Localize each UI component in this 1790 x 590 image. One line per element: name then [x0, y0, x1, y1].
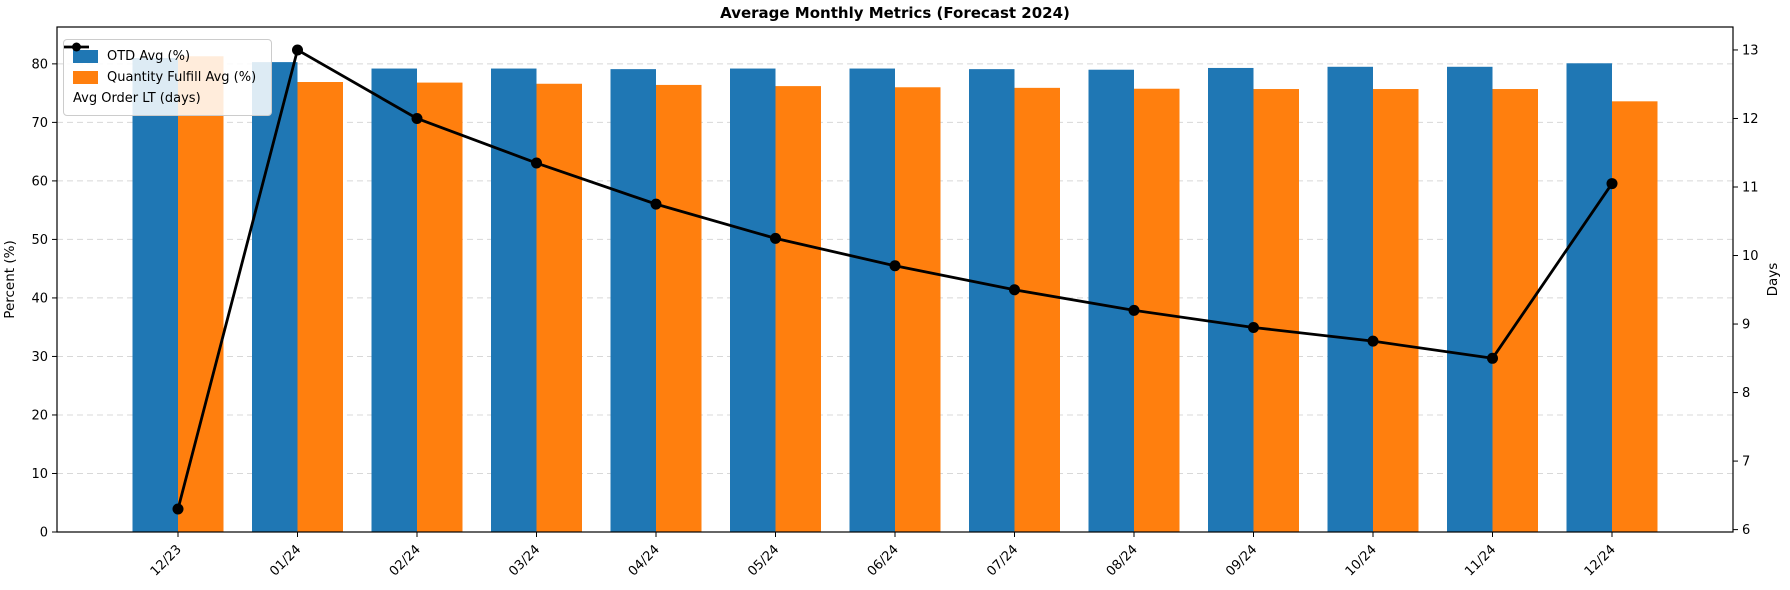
bar-otd-10/24	[1327, 66, 1373, 532]
x-tick-label-03/24: 03/24	[506, 542, 543, 579]
lt-point-02/24	[411, 112, 423, 124]
legend-label: Avg Order LT (days)	[73, 91, 201, 106]
x-tick-label-02/24: 02/24	[387, 542, 424, 579]
bar-qty-12/23	[178, 56, 224, 533]
lt-point-10/24	[1367, 335, 1379, 347]
x-tick-label-06/24: 06/24	[865, 542, 902, 579]
y-left-tick-label-40: 40	[31, 291, 48, 306]
lt-point-07/24	[1009, 284, 1020, 296]
lt-point-08/24	[1128, 304, 1140, 316]
bar-otd-09/24	[1208, 67, 1254, 532]
bar-otd-05/24	[730, 68, 776, 532]
y-right-axis-label: Days	[1765, 263, 1781, 297]
y-left-tick-label-10: 10	[31, 467, 48, 482]
x-tick-label-01/24: 01/24	[267, 542, 304, 579]
bar-qty-11/24	[1492, 89, 1538, 533]
x-tick-label-07/24: 07/24	[984, 542, 1021, 579]
bar-qty-05/24	[775, 86, 821, 533]
y-left-axis-label: Percent (%)	[2, 240, 18, 318]
bar-otd-04/24	[610, 69, 656, 533]
y-left-tick-label-80: 80	[31, 57, 48, 72]
x-tick-label-10/24: 10/24	[1343, 542, 1380, 579]
lt-point-12/24	[1606, 178, 1618, 190]
bar-otd-02/24	[371, 68, 417, 532]
x-tick-label-04/24: 04/24	[626, 542, 663, 579]
lt-point-01/24	[292, 44, 303, 56]
lt-point-03/24	[531, 157, 542, 169]
y-right-tick-label-7: 7	[1742, 455, 1750, 470]
bar-otd-08/24	[1088, 69, 1134, 533]
y-left-tick-label-70: 70	[31, 116, 48, 131]
bar-otd-06/24	[849, 68, 895, 532]
bar-qty-09/24	[1253, 89, 1299, 533]
x-tick-label-05/24: 05/24	[745, 542, 782, 579]
bar-qty-06/24	[895, 87, 941, 532]
lt-point-06/24	[889, 260, 901, 272]
lt-point-12/23	[172, 503, 184, 515]
y-left-tick-label-50: 50	[31, 233, 48, 248]
chart-legend: OTD Avg (%) Quantity Fulfill Avg (%) Avg O…	[63, 39, 272, 116]
bar-otd-12/23	[132, 58, 178, 532]
bar-qty-01/24	[297, 82, 343, 532]
lt-point-04/24	[650, 198, 662, 210]
legend-label: Quantity Fulfill Avg (%)	[107, 70, 257, 85]
bar-qty-07/24	[1014, 87, 1060, 532]
legend-swatch-icon	[73, 71, 98, 84]
y-left-tick-label-20: 20	[31, 408, 48, 423]
y-right-tick-label-12: 12	[1742, 112, 1759, 127]
legend-item-line: Avg Order LT (days)	[64, 42, 261, 109]
y-left-tick-label-30: 30	[31, 350, 48, 365]
y-right-tick-label-10: 10	[1742, 249, 1759, 264]
legend-item-bar0: OTD Avg (%)	[73, 46, 261, 67]
legend-swatch-icon	[73, 50, 98, 63]
y-right-tick-label-13: 13	[1742, 43, 1759, 58]
bar-qty-02/24	[417, 82, 463, 532]
bar-otd-07/24	[969, 69, 1015, 533]
chart-title: Average Monthly Metrics (Forecast 2024)	[720, 4, 1070, 22]
x-tick-label-12/23: 12/23	[148, 542, 185, 579]
y-left-tick-label-0: 0	[40, 526, 48, 541]
y-left-tick-label-60: 60	[31, 174, 48, 189]
bar-qty-04/24	[656, 84, 702, 532]
x-tick-label-09/24: 09/24	[1223, 542, 1260, 579]
bar-otd-11/24	[1447, 66, 1493, 532]
x-tick-label-12/24: 12/24	[1582, 542, 1619, 579]
legend-item-bar1: Quantity Fulfill Avg (%)	[73, 67, 261, 88]
y-right-tick-label-11: 11	[1742, 180, 1759, 195]
lt-point-11/24	[1487, 352, 1498, 364]
y-right-tick-label-9: 9	[1742, 318, 1750, 333]
bar-otd-12/24	[1566, 63, 1612, 532]
bar-qty-12/24	[1612, 101, 1658, 532]
lt-point-05/24	[770, 232, 781, 244]
x-tick-label-08/24: 08/24	[1104, 542, 1141, 579]
legend-label: OTD Avg (%)	[107, 49, 191, 64]
legend-line-marker-icon	[64, 42, 89, 52]
bar-otd-03/24	[491, 68, 537, 532]
y-right-tick-label-8: 8	[1742, 386, 1750, 401]
lt-point-09/24	[1248, 321, 1259, 333]
bar-qty-10/24	[1373, 89, 1419, 533]
bar-qty-03/24	[536, 83, 582, 533]
y-right-tick-label-6: 6	[1742, 523, 1750, 538]
x-tick-label-11/24: 11/24	[1462, 542, 1499, 579]
